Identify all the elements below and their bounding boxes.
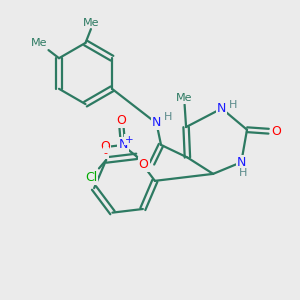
Text: -: - xyxy=(103,148,108,158)
Text: Cl: Cl xyxy=(85,171,97,184)
Text: O: O xyxy=(100,140,110,153)
Text: N: N xyxy=(152,116,161,129)
Text: +: + xyxy=(125,135,134,145)
Text: Me: Me xyxy=(83,17,99,28)
Text: N: N xyxy=(237,156,246,169)
Text: N: N xyxy=(118,139,128,152)
Text: Me: Me xyxy=(176,93,193,103)
Text: H: H xyxy=(164,112,172,122)
Text: O: O xyxy=(117,114,127,127)
Text: H: H xyxy=(229,100,237,110)
Text: H: H xyxy=(238,168,247,178)
Text: N: N xyxy=(217,102,226,115)
Text: Me: Me xyxy=(31,38,48,48)
Text: O: O xyxy=(271,125,281,138)
Text: O: O xyxy=(139,158,148,171)
